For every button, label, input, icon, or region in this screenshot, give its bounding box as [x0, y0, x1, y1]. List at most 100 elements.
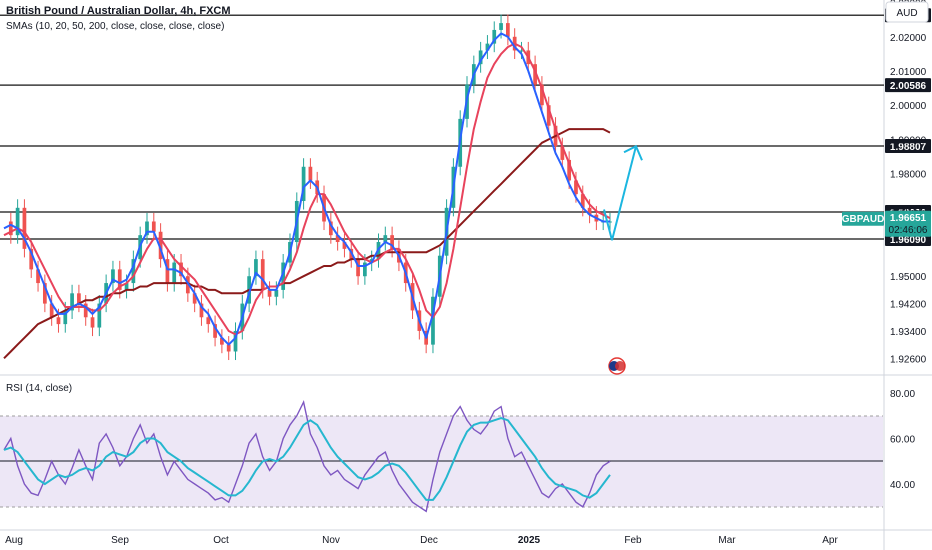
candle-body	[506, 23, 510, 37]
price-tick-2: 2.01000	[890, 67, 927, 78]
candle-body	[117, 269, 122, 290]
sma10-line	[3, 32, 610, 346]
candle-body	[267, 289, 272, 297]
projection-arrow[interactable]	[603, 144, 643, 241]
rsi-tick-2: 40.00	[890, 480, 915, 491]
countdown-value: 02:46:06	[889, 225, 928, 236]
time-tick-5: 2025	[518, 535, 541, 546]
rsi-tick-1: 60.00	[890, 435, 915, 446]
price-tick-1: 2.02000	[890, 33, 927, 44]
price-tick-6: 1.97000	[890, 204, 927, 215]
candle-body	[63, 310, 68, 325]
rsi-axis[interactable]: 80.00 60.00 40.00	[890, 389, 915, 491]
candle-body	[83, 303, 88, 318]
candle-body	[485, 43, 490, 51]
rsi-line	[3, 399, 611, 513]
symbol-tag	[842, 211, 884, 226]
candle-body	[328, 221, 333, 236]
price-tick-9: 1.93400	[890, 327, 927, 338]
candle-body	[15, 207, 20, 236]
candle-body	[131, 259, 136, 284]
price-tick-4: 1.99000	[890, 135, 927, 146]
rsi-tick-0: 80.00	[890, 389, 915, 400]
candle-body	[172, 262, 177, 284]
candle-body	[233, 330, 238, 352]
candle-body	[533, 64, 537, 85]
candle-body	[540, 84, 544, 106]
candle-body	[546, 105, 551, 126]
current-price-tag	[885, 210, 931, 237]
sma-legend[interactable]: SMAs (10, 20, 50, 200, close, close, clo…	[6, 21, 224, 32]
candle-body	[97, 303, 102, 328]
candle-body	[390, 235, 394, 249]
level-tag-1	[885, 78, 931, 93]
candle-body	[580, 194, 585, 208]
chart-title: British Pound / Australian Dollar, 4h, F…	[6, 5, 231, 17]
candle-body	[383, 235, 388, 243]
level-tag-2	[885, 139, 931, 154]
candle-body	[206, 317, 211, 325]
time-tick-7: Mar	[718, 535, 736, 546]
candle-body	[145, 221, 149, 236]
rsi-ma-line	[3, 416, 611, 501]
level-label-2: 1.98807	[890, 142, 927, 153]
rsi-legend[interactable]: RSI (14, close)	[6, 383, 72, 394]
candle-body	[254, 259, 258, 277]
currency-label: AUD	[896, 8, 917, 19]
candle-body	[587, 207, 592, 215]
candle-body	[478, 50, 483, 65]
time-tick-6: Feb	[624, 535, 642, 546]
symbol-label: GBPAUD	[842, 214, 885, 225]
candle-body	[274, 289, 279, 297]
time-tick-2: Oct	[213, 535, 229, 546]
rsi-lines	[3, 399, 611, 513]
projection-leg-2	[611, 145, 637, 241]
candle-body	[29, 248, 34, 270]
candle-body	[49, 303, 54, 318]
candle-body	[192, 293, 197, 304]
candle-body	[199, 303, 204, 318]
candle-body	[301, 166, 306, 201]
projection-leg-1	[603, 209, 613, 241]
candle-body	[179, 262, 183, 277]
candle-body	[158, 231, 163, 260]
time-axis[interactable]: Aug Sep Oct Nov Dec 2025 Feb Mar Apr	[5, 535, 838, 546]
candle-body	[356, 259, 360, 277]
candle-body	[363, 262, 367, 277]
candle-body	[519, 50, 524, 52]
candle-body	[213, 324, 217, 338]
currency-box[interactable]	[885, 1, 929, 23]
current-price-value: 1.96651	[890, 213, 927, 224]
candle-body	[56, 317, 61, 325]
candle-body	[8, 221, 13, 236]
candle-body	[165, 259, 170, 284]
candle-body	[342, 242, 347, 249]
candle-body	[36, 269, 40, 284]
candle-body	[574, 180, 578, 195]
event-flag-icon[interactable]	[608, 357, 626, 375]
time-tick-4: Dec	[420, 535, 438, 546]
price-tick-10: 1.92600	[890, 354, 927, 365]
price-tick-5: 1.98000	[890, 170, 927, 181]
candle-body	[70, 293, 74, 311]
candle-body	[431, 296, 435, 345]
candle-body	[124, 283, 129, 290]
candle-body	[220, 337, 224, 345]
candle-body	[335, 235, 340, 243]
candle-body	[567, 159, 572, 181]
price-axis[interactable]: 2.030002.020002.010002.000001.990001.980…	[842, 0, 931, 365]
candle-body	[42, 283, 47, 304]
candle-body	[90, 317, 95, 328]
candle-body	[281, 262, 286, 290]
candle-body	[151, 221, 156, 232]
level-label-4: 1.96090	[890, 235, 927, 246]
moving-averages	[3, 32, 611, 360]
sma20-line	[3, 42, 611, 336]
candle-body	[308, 166, 313, 181]
candle-body	[111, 269, 115, 284]
time-tick-8: Apr	[822, 535, 838, 546]
candle-body	[499, 23, 503, 30]
candle-body	[260, 259, 265, 290]
time-tick-1: Sep	[111, 535, 129, 546]
